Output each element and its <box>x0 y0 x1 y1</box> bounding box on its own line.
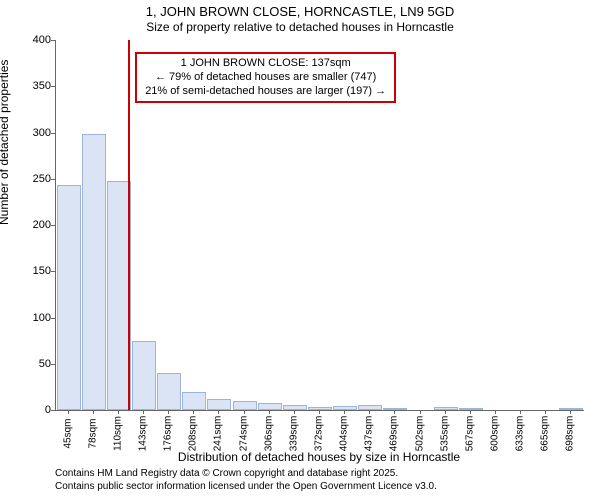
histogram-bar <box>283 405 307 410</box>
y-tick-mark <box>51 318 55 319</box>
x-tick-label: 567sqm <box>464 416 475 452</box>
footer-line-1: Contains HM Land Registry data © Crown c… <box>55 468 398 479</box>
x-tick-label: 698sqm <box>565 416 576 452</box>
x-tick-mark <box>520 410 521 414</box>
y-tick-mark <box>51 271 55 272</box>
x-tick-mark <box>68 410 69 414</box>
y-tick-label: 300 <box>11 127 51 139</box>
y-tick-label: 200 <box>11 219 51 231</box>
x-tick-mark <box>445 410 446 414</box>
x-tick-mark <box>344 410 345 414</box>
x-tick-mark <box>193 410 194 414</box>
x-tick-mark <box>319 410 320 414</box>
x-tick-label: 469sqm <box>389 416 400 452</box>
x-tick-label: 241sqm <box>213 416 224 452</box>
y-tick-label: 100 <box>11 312 51 324</box>
x-tick-mark <box>294 410 295 414</box>
histogram-bar <box>459 408 483 410</box>
x-tick-label: 78sqm <box>87 418 98 448</box>
x-tick-mark <box>143 410 144 414</box>
y-tick-mark <box>51 86 55 87</box>
x-tick-mark <box>470 410 471 414</box>
x-tick-mark <box>218 410 219 414</box>
x-tick-mark <box>369 410 370 414</box>
x-tick-label: 665sqm <box>540 416 551 452</box>
y-tick-mark <box>51 179 55 180</box>
x-tick-label: 306sqm <box>263 416 274 452</box>
x-tick-label: 339sqm <box>288 416 299 452</box>
y-tick-mark <box>51 364 55 365</box>
y-tick-label: 400 <box>11 34 51 46</box>
x-tick-label: 437sqm <box>364 416 375 452</box>
y-tick-mark <box>51 40 55 41</box>
x-tick-label: 404sqm <box>339 416 350 452</box>
y-tick-label: 50 <box>11 358 51 370</box>
x-tick-label: 535sqm <box>439 416 450 452</box>
plot-area: 1 JOHN BROWN CLOSE: 137sqm← 79% of detac… <box>55 40 584 411</box>
histogram-bar <box>434 407 458 410</box>
x-tick-mark <box>118 410 119 414</box>
x-tick-label: 45sqm <box>62 418 73 448</box>
histogram-bar <box>233 401 257 410</box>
footer-line-2: Contains public sector information licen… <box>55 481 437 492</box>
x-tick-mark <box>420 410 421 414</box>
y-tick-mark <box>51 410 55 411</box>
x-tick-label: 274sqm <box>238 416 249 452</box>
callout-box: 1 JOHN BROWN CLOSE: 137sqm← 79% of detac… <box>135 52 396 103</box>
chart-subtitle: Size of property relative to detached ho… <box>0 20 600 34</box>
x-tick-mark <box>394 410 395 414</box>
histogram-bar <box>207 399 231 410</box>
y-tick-label: 350 <box>11 80 51 92</box>
histogram-bar <box>258 403 282 410</box>
histogram-bar <box>132 341 156 410</box>
x-tick-mark <box>168 410 169 414</box>
callout-line: 21% of semi-detached houses are larger (… <box>145 85 386 99</box>
x-tick-label: 633sqm <box>515 416 526 452</box>
chart-container: 1, JOHN BROWN CLOSE, HORNCASTLE, LN9 5GD… <box>0 0 600 500</box>
x-tick-mark <box>93 410 94 414</box>
y-tick-label: 0 <box>11 404 51 416</box>
histogram-bar <box>383 408 407 410</box>
y-tick-label: 150 <box>11 265 51 277</box>
y-tick-label: 250 <box>11 173 51 185</box>
x-tick-label: 176sqm <box>163 416 174 452</box>
x-tick-label: 600sqm <box>490 416 501 452</box>
histogram-bar <box>82 134 106 410</box>
histogram-bar <box>559 408 583 410</box>
x-tick-label: 502sqm <box>414 416 425 452</box>
x-tick-mark <box>545 410 546 414</box>
x-tick-label: 372sqm <box>314 416 325 452</box>
histogram-bar <box>157 373 181 410</box>
x-axis-label: Distribution of detached houses by size … <box>55 450 583 464</box>
x-tick-label: 110sqm <box>112 416 123 451</box>
x-tick-label: 143sqm <box>138 416 149 452</box>
histogram-bar <box>182 392 206 411</box>
y-axis-label: Number of detached properties <box>0 60 11 225</box>
x-tick-mark <box>244 410 245 414</box>
x-tick-mark <box>570 410 571 414</box>
callout-line: ← 79% of detached houses are smaller (74… <box>145 71 386 85</box>
x-tick-mark <box>495 410 496 414</box>
property-marker-line <box>128 40 130 410</box>
x-tick-label: 208sqm <box>188 416 199 452</box>
chart-title: 1, JOHN BROWN CLOSE, HORNCASTLE, LN9 5GD <box>0 4 600 19</box>
x-tick-mark <box>269 410 270 414</box>
histogram-bar <box>57 185 81 410</box>
y-tick-mark <box>51 133 55 134</box>
callout-line: 1 JOHN BROWN CLOSE: 137sqm <box>145 57 386 71</box>
y-tick-mark <box>51 225 55 226</box>
